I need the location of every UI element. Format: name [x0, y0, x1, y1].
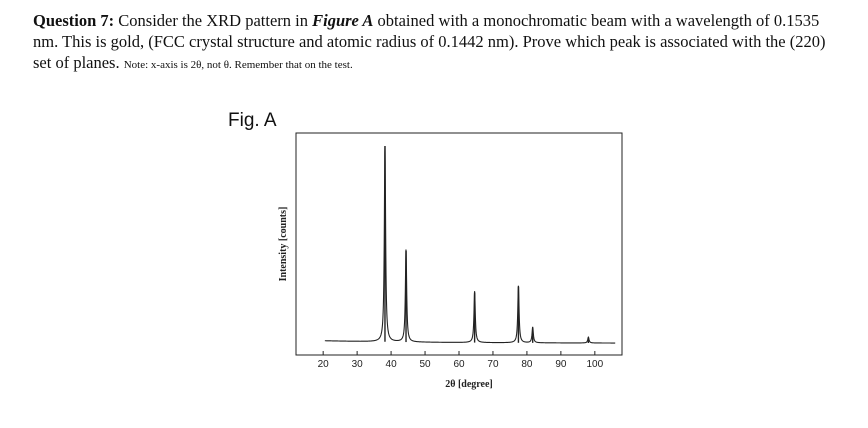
- question-text-part1: Consider the XRD pattern in: [114, 11, 313, 30]
- x-tick-label: 80: [521, 359, 533, 370]
- x-tick-label: 70: [487, 359, 499, 370]
- x-axis-ticks: [322, 351, 596, 355]
- question-text-part2: obtained with a monochromatic beam with …: [33, 11, 826, 72]
- question-text: Question 7: Consider the XRD pattern in …: [33, 10, 833, 76]
- xrd-pattern-line: [324, 145, 616, 344]
- x-tick-label: 90: [555, 359, 567, 370]
- question-label: Question 7:: [33, 11, 115, 30]
- x-tick-label: 60: [453, 359, 465, 370]
- x-tick-label: 50: [419, 359, 431, 370]
- y-axis-title: Intensity [counts]: [278, 207, 289, 282]
- figure-label: Fig. A: [228, 110, 277, 131]
- plot-frame: [295, 132, 623, 356]
- x-axis-tick-labels: 20 30 40 50 60 70 80 90 100: [318, 359, 604, 370]
- x-axis-title: 2θ [degree]: [445, 379, 493, 390]
- xrd-peaks: [384, 146, 590, 343]
- question-note: Note: x-axis is 2θ, not θ. Remember that…: [123, 59, 353, 71]
- x-tick-label: 100: [586, 359, 603, 370]
- figure-reference: Figure A: [312, 11, 374, 30]
- x-tick-label: 30: [352, 359, 364, 370]
- x-tick-label: 20: [318, 359, 330, 370]
- x-tick-label: 40: [386, 359, 398, 370]
